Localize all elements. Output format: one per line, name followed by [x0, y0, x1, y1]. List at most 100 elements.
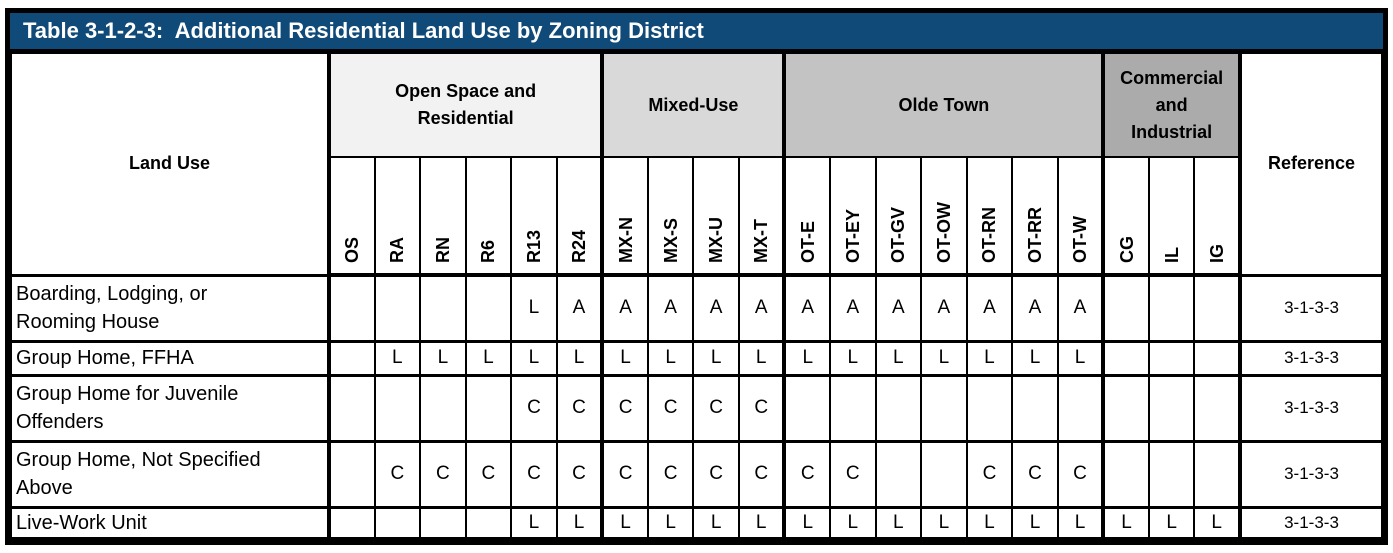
- zoning-cell: [1147, 273, 1196, 343]
- zoning-cell: L: [965, 339, 1014, 377]
- zoning-cell: [1147, 339, 1196, 377]
- zoning-cell: [464, 273, 513, 343]
- zoning-cell: C: [555, 439, 604, 509]
- zoning-cell: [874, 373, 923, 443]
- zoning-cell: A: [600, 273, 649, 343]
- zoning-cell: A: [874, 273, 923, 343]
- zoning-cell: A: [646, 273, 695, 343]
- column-header-ot-gv: OT-GV: [874, 156, 923, 277]
- zoning-cell: L: [692, 339, 740, 377]
- zoning-cell: [373, 373, 422, 443]
- zoning-cell: L: [829, 339, 877, 377]
- column-header-ot-w: OT-W: [1056, 156, 1105, 277]
- zoning-cell: [327, 273, 376, 343]
- column-header-os: OS: [327, 156, 376, 277]
- zoning-cell: C: [646, 373, 695, 443]
- reference-cell: 3-1-3-3: [1238, 273, 1383, 343]
- reference-cell: 3-1-3-3: [1238, 505, 1383, 540]
- column-header-r6: R6: [464, 156, 513, 277]
- row-label: Live-Work Unit: [10, 505, 330, 540]
- zoning-cell: L: [1056, 505, 1105, 540]
- zoning-cell: C: [692, 373, 740, 443]
- column-header-rn: RN: [419, 156, 467, 277]
- zoning-cell: C: [829, 439, 877, 509]
- zoning-cell: L: [1011, 505, 1059, 540]
- zoning-cell: A: [1011, 273, 1059, 343]
- table-row-group-home-not-specified: Group Home, Not Specified Above C C C C …: [10, 439, 1383, 509]
- zoning-cell: L: [782, 505, 832, 540]
- zoning-column-header-row: OS RA RN R6 R13 R24 MX-N MX-S MX-U MX-T …: [11, 156, 1382, 277]
- column-header-r24: R24: [555, 156, 604, 277]
- zoning-cell: L: [1011, 339, 1059, 377]
- zoning-cell: A: [737, 273, 786, 343]
- zoning-cell: [1101, 339, 1150, 377]
- land-use-table: Land Use Open Space and Residential Mixe…: [10, 52, 1383, 540]
- zoning-cell: C: [965, 439, 1014, 509]
- zoning-cell: [1193, 339, 1241, 377]
- zoning-cell: C: [1056, 439, 1105, 509]
- zoning-cell: C: [373, 439, 422, 509]
- zoning-cell: A: [1056, 273, 1105, 343]
- table-row-group-home-juvenile-offenders: Group Home for Juvenile Offenders C C C …: [10, 373, 1383, 443]
- zoning-cell: C: [510, 373, 558, 443]
- zoning-cell: [327, 373, 376, 443]
- zoning-cell: C: [692, 439, 740, 509]
- zoning-cell: [1193, 273, 1241, 343]
- column-header-ot-rr: OT-RR: [1011, 156, 1059, 277]
- zoning-cell: [1193, 439, 1241, 509]
- table-row-boarding-lodging-rooming-house: Boarding, Lodging, or Rooming House L A …: [10, 273, 1383, 343]
- zoning-cell: [965, 373, 1014, 443]
- zoning-cell: [1101, 373, 1150, 443]
- row-label: Boarding, Lodging, or Rooming House: [10, 273, 330, 343]
- zoning-cell: A: [920, 273, 968, 343]
- group-header-commercial-industrial: Commercial and Industrial: [1101, 52, 1241, 158]
- zoning-cell: L: [965, 505, 1014, 540]
- zoning-cell: [327, 339, 376, 377]
- zoning-cell: C: [737, 439, 786, 509]
- zoning-cell: L: [1147, 505, 1196, 540]
- zoning-cell: C: [419, 439, 467, 509]
- zoning-cell: [782, 373, 832, 443]
- zoning-cell: C: [1011, 439, 1059, 509]
- zoning-cell: L: [600, 339, 649, 377]
- zoning-cell: L: [555, 505, 604, 540]
- zoning-cell: L: [737, 505, 786, 540]
- table-row-group-home-ffha: Group Home, FFHA L L L L L L L L L L L L…: [10, 339, 1383, 377]
- zoning-cell: [419, 373, 467, 443]
- zoning-cell: L: [510, 339, 558, 377]
- zoning-cell: A: [965, 273, 1014, 343]
- zoning-cell: [1056, 373, 1105, 443]
- column-header-ot-e: OT-E: [782, 156, 832, 277]
- zoning-cell: L: [419, 339, 467, 377]
- zoning-table: Table 3-1-2-3: Additional Residential La…: [5, 8, 1388, 545]
- zoning-cell: L: [874, 339, 923, 377]
- zoning-cell: [874, 439, 923, 509]
- column-header-ot-ey: OT-EY: [829, 156, 877, 277]
- reference-cell: 3-1-3-3: [1238, 373, 1383, 443]
- zoning-cell: [1011, 373, 1059, 443]
- zoning-cell: L: [920, 505, 968, 540]
- column-header-r13: R13: [510, 156, 558, 277]
- zoning-cell: [419, 273, 467, 343]
- zoning-cell: C: [555, 373, 604, 443]
- column-header-mx-t: MX-T: [737, 156, 786, 277]
- column-header-ot-rn: OT-RN: [965, 156, 1014, 277]
- zoning-cell: [1101, 439, 1150, 509]
- column-header-mx-u: MX-U: [692, 156, 740, 277]
- zoning-cell: L: [737, 339, 786, 377]
- zoning-cell: A: [555, 273, 604, 343]
- zoning-cell: L: [1101, 505, 1150, 540]
- row-label: Group Home, Not Specified Above: [10, 439, 330, 509]
- zoning-cell: C: [782, 439, 832, 509]
- zoning-cell: L: [646, 339, 695, 377]
- zoning-cell: [920, 373, 968, 443]
- zoning-cell: [829, 373, 877, 443]
- zoning-cell: [464, 505, 513, 540]
- zoning-cell: [327, 439, 376, 509]
- zoning-cell: [373, 273, 422, 343]
- reference-header: Reference: [1238, 52, 1383, 276]
- reference-cell: 3-1-3-3: [1238, 439, 1383, 509]
- zoning-cell: L: [920, 339, 968, 377]
- zoning-cell: A: [692, 273, 740, 343]
